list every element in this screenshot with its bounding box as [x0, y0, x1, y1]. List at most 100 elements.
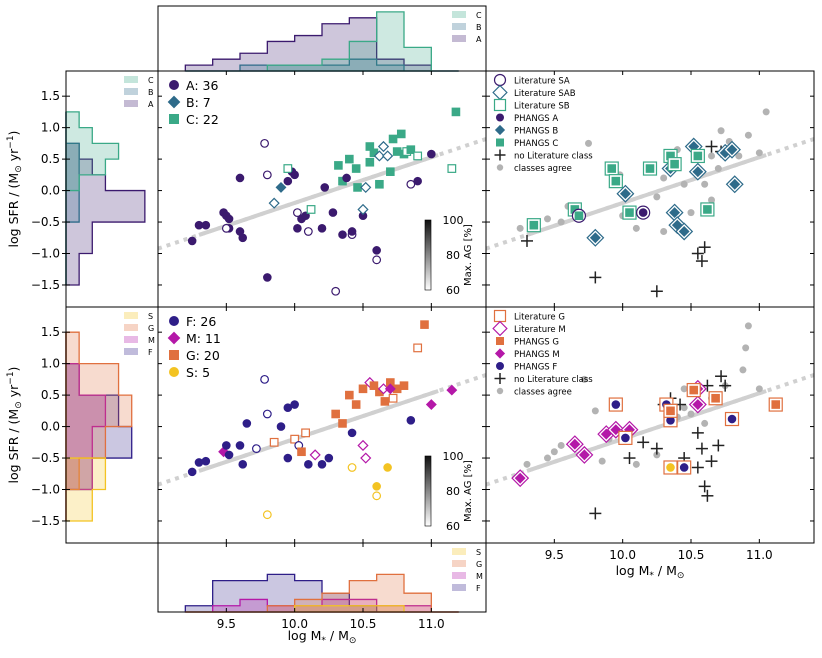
data-point-A — [221, 223, 231, 233]
hist-legend-label-B: B — [148, 88, 154, 97]
data-point-A — [342, 173, 351, 183]
x-tick-label: 10.0 — [609, 548, 636, 562]
legend-marker — [494, 124, 506, 136]
no-literature-point — [521, 234, 533, 247]
phangs-marker-C — [645, 164, 655, 173]
hist-legend-swatch-G — [452, 560, 466, 567]
no-literature-point — [712, 439, 725, 452]
data-point-C — [451, 107, 461, 117]
phangs-marker-B — [692, 166, 704, 178]
legend-label: classes agree — [514, 388, 572, 398]
count-label-M: M: 11 — [186, 331, 221, 346]
hist-legend-label-C: C — [148, 76, 154, 85]
x-tick-label: 11.0 — [746, 548, 773, 562]
hist-legend-label-A: A — [148, 100, 154, 109]
agree-point — [739, 366, 747, 374]
data-point-A — [263, 273, 272, 282]
legend-marker — [496, 138, 504, 147]
colorbar — [424, 455, 432, 527]
hist-bar-G — [65, 331, 133, 521]
no-literature-point — [715, 370, 728, 383]
legend-label: PHANGS M — [514, 350, 560, 360]
agree-point — [585, 139, 592, 147]
data-point-S — [372, 482, 381, 491]
legend-marker — [496, 337, 504, 345]
data-point-F — [276, 422, 286, 431]
agree-point — [557, 441, 565, 449]
count-marker-S — [169, 367, 179, 377]
hist-legend-label-B: B — [476, 23, 482, 32]
no-literature-point — [623, 452, 636, 465]
colorbar-label: Max. AG [%] — [463, 224, 474, 286]
x-axis-label-main: log M — [616, 563, 650, 578]
count-marker-F — [169, 316, 179, 326]
legend-marker — [492, 320, 508, 337]
y-axis-label-tail: yr — [6, 384, 21, 401]
data-point-M — [357, 439, 369, 452]
data-point-G — [345, 390, 354, 400]
phangs-marker-S — [666, 463, 675, 472]
scatter-top-right: Literature SA Literature SAB Literature SB… — [485, 70, 815, 308]
hist-legend-swatch-C — [124, 76, 138, 83]
legend-label: Literature M — [514, 325, 566, 335]
x-tick-label: 10.5 — [350, 617, 377, 631]
y-axis-label-exp: −1 — [6, 371, 16, 384]
data-point-G — [297, 447, 306, 457]
no-literature-point — [589, 271, 602, 284]
data-point-S — [347, 463, 357, 472]
count-marker-M — [167, 331, 181, 345]
phangs-marker-A — [638, 208, 648, 217]
data-point-C — [351, 164, 361, 173]
agree-point — [744, 322, 752, 330]
data-point-B — [268, 197, 280, 209]
data-point-G — [269, 437, 279, 447]
count-marker-B — [167, 95, 181, 109]
hist-legend-swatch-S — [452, 548, 466, 555]
agree-point — [591, 407, 599, 415]
count-label-S: S: 5 — [186, 365, 210, 380]
agree-point — [755, 385, 763, 393]
agree-point — [687, 410, 695, 418]
phangs-marker-B — [589, 232, 601, 244]
legend-marker — [494, 348, 506, 359]
colorbar-tick-label: 80 — [446, 249, 460, 262]
y-tick-label: −0.5 — [31, 215, 60, 229]
legend-label: PHANGS F — [514, 363, 557, 373]
y-tick-label: −1.5 — [31, 514, 60, 528]
data-point-A — [290, 170, 299, 180]
data-point-A — [224, 214, 234, 224]
legend-marker — [494, 149, 506, 161]
y-tick-label: −1.0 — [31, 483, 60, 497]
data-point-F — [283, 403, 293, 412]
phangs-marker-B — [729, 178, 741, 190]
data-point-F — [251, 444, 261, 454]
legend-label: no Literature class — [514, 152, 593, 162]
no-literature-point — [695, 255, 708, 268]
agree-point — [550, 448, 558, 456]
phangs-marker-C — [625, 208, 634, 217]
data-point-C — [283, 164, 293, 173]
count-marker-C — [169, 114, 179, 124]
y-tick-label: 0.0 — [41, 184, 60, 198]
data-point-M — [360, 452, 372, 464]
agree-point — [660, 174, 668, 182]
agree-point — [523, 460, 531, 468]
count-marker-A — [169, 80, 179, 90]
legend-marker — [493, 73, 507, 87]
x-axis-label-tail: / M — [654, 563, 677, 578]
data-point-F — [406, 415, 416, 425]
hist-legend-label-F: F — [148, 348, 153, 357]
y-tick-label: −1.5 — [31, 278, 60, 292]
phangs-marker-M — [569, 438, 581, 450]
data-point-G — [301, 428, 310, 438]
trend-line — [526, 389, 767, 473]
legend-marker — [496, 164, 504, 171]
data-point-A — [427, 149, 436, 159]
hist-legend-label-A: A — [476, 35, 482, 44]
data-point-A — [406, 179, 416, 189]
axis-labels: log M* / M⊙log M* / M⊙log SFR / (M⊙ yr−1… — [6, 131, 684, 646]
data-point-F — [187, 467, 197, 477]
agree-point — [557, 218, 565, 226]
colorbar-tick-label: 100 — [443, 450, 464, 463]
